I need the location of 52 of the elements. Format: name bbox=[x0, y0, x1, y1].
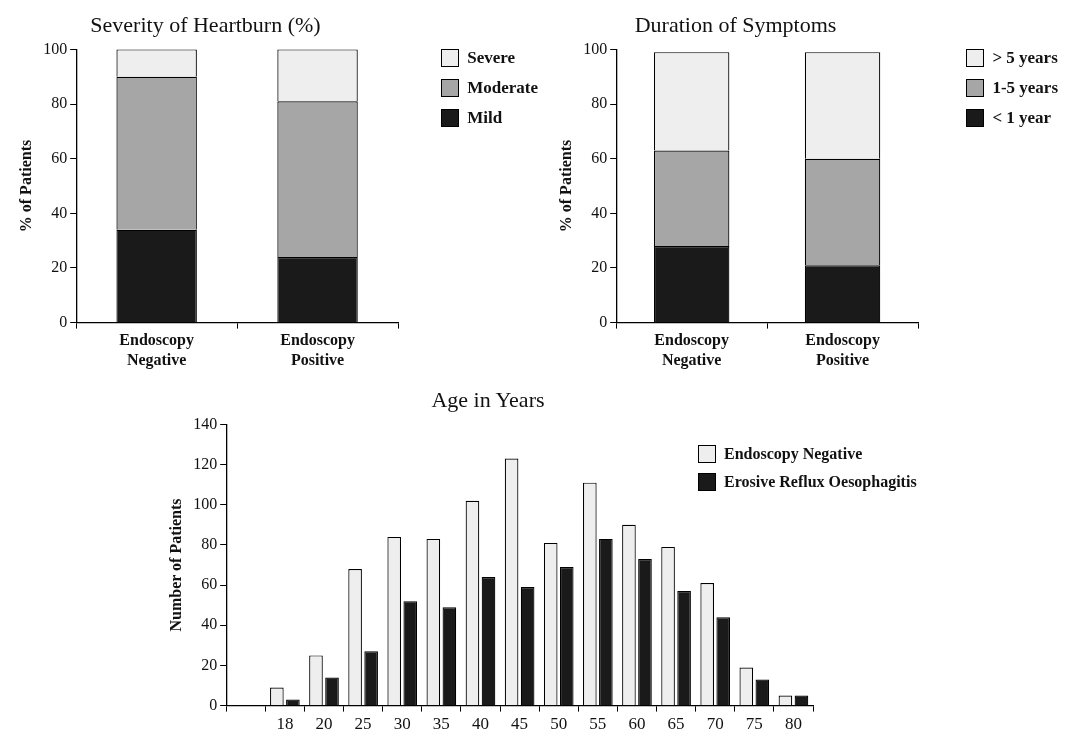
legend-label: 1-5 years bbox=[992, 78, 1058, 98]
legend-label: Mild bbox=[467, 108, 503, 128]
y-axis-title: % of Patients bbox=[16, 139, 34, 233]
x-tick-label: 80 bbox=[784, 714, 802, 734]
y-tick-label: 0 bbox=[59, 312, 68, 330]
y-tick-label: 80 bbox=[201, 535, 218, 553]
legend-label: Severe bbox=[467, 48, 516, 68]
x-tick-label: 50 bbox=[550, 714, 568, 734]
x-tick-label: 75 bbox=[745, 714, 763, 734]
legend-label: Endoscopy Negative bbox=[724, 445, 863, 463]
y-tick-label: 120 bbox=[193, 454, 218, 472]
x-tick-label: 70 bbox=[706, 714, 724, 734]
x-tick-label: 45 bbox=[511, 714, 529, 734]
x-tick-label: 30 bbox=[393, 714, 411, 734]
x-tick-label: Endoscopy Positive bbox=[805, 331, 880, 368]
y-tick-label: 140 bbox=[193, 414, 218, 432]
x-tick-label: Endoscopy Positive bbox=[280, 331, 355, 368]
y-tick-label: 60 bbox=[201, 575, 218, 593]
y-tick-label: 100 bbox=[193, 494, 218, 512]
y-tick-label: 40 bbox=[591, 203, 608, 221]
y-tick-label: 40 bbox=[201, 615, 218, 633]
y-axis-title: Number of Patients bbox=[166, 498, 184, 632]
y-tick-label: 20 bbox=[51, 258, 68, 276]
legend-label: Moderate bbox=[467, 78, 538, 98]
y-tick-label: 20 bbox=[201, 655, 218, 673]
y-tick-label: 60 bbox=[591, 148, 608, 166]
y-tick-label: 0 bbox=[599, 312, 608, 330]
y-tick-label: 100 bbox=[583, 39, 608, 57]
y-tick-label: 60 bbox=[51, 148, 68, 166]
chart-title: Duration of Symptoms bbox=[634, 11, 837, 37]
x-tick-label: 60 bbox=[628, 714, 646, 734]
y-tick-label: 0 bbox=[209, 695, 218, 713]
y-tick-label: 40 bbox=[51, 203, 68, 221]
legend-label: > 5 years bbox=[992, 48, 1058, 68]
y-tick-label: 80 bbox=[591, 94, 608, 112]
x-tick-label: 20 bbox=[315, 714, 333, 734]
x-tick-label: 25 bbox=[354, 714, 372, 734]
x-tick-label: 18 bbox=[276, 714, 294, 734]
x-tick-label: 55 bbox=[589, 714, 607, 734]
x-tick-label: 35 bbox=[432, 714, 450, 734]
y-tick-label: 20 bbox=[591, 258, 608, 276]
chart-title: Severity of Heartburn (%) bbox=[90, 11, 321, 37]
legend-label: < 1 year bbox=[992, 108, 1052, 128]
x-tick-label: Endoscopy Negative bbox=[119, 331, 194, 369]
chart-title: Age in Years bbox=[431, 386, 545, 412]
y-tick-label: 80 bbox=[51, 94, 68, 112]
x-tick-label: 65 bbox=[667, 714, 685, 734]
x-tick-label: 40 bbox=[471, 714, 489, 734]
x-tick-label: Endoscopy Negative bbox=[654, 331, 729, 369]
y-tick-label: 100 bbox=[43, 39, 68, 57]
y-axis-title: % of Patients bbox=[556, 139, 574, 233]
legend-label: Erosive Reflux Oesophagitis bbox=[724, 473, 917, 491]
